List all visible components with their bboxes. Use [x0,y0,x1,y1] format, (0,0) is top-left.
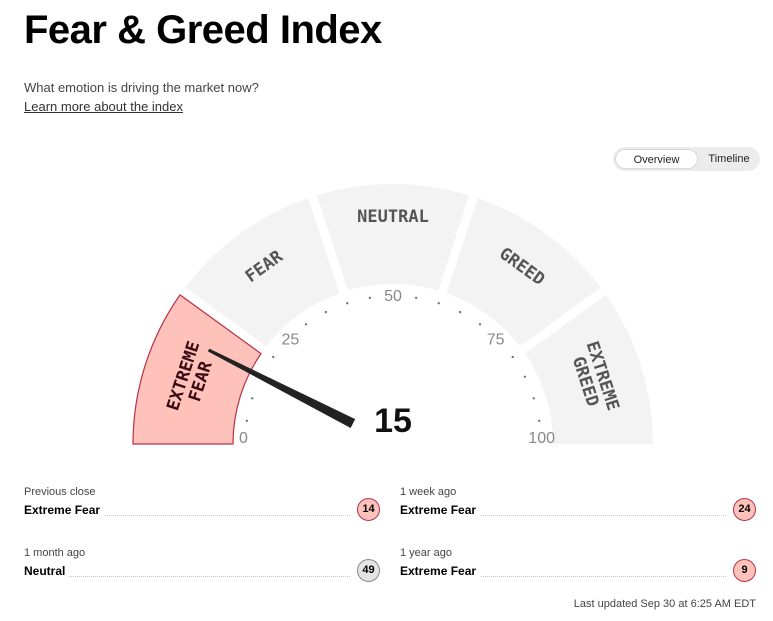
gauge-hub [340,391,446,470]
scale-tick [346,302,349,305]
scale-tick [304,323,308,326]
scale-tick [532,397,535,400]
scale-label-75: 75 [487,331,505,348]
scale-tick [537,419,541,423]
view-toggle: Overview Timeline [613,147,760,171]
history-row-1-month-ago: 1 month ago Neutral 49 [24,547,380,582]
scale-tick [414,296,418,300]
segment-label: NEUTRAL [357,207,429,227]
dotted-leader [24,576,350,577]
history-row-previous-close: Previous close Extreme Fear 14 [24,486,380,521]
history-label: 1 year ago [400,547,452,559]
gauge-value: 15 [374,402,412,440]
history-row-1-week-ago: 1 week ago Extreme Fear 24 [400,486,756,521]
last-updated: Last updated Sep 30 at 6:25 AM EDT [573,598,756,610]
scale-tick [478,323,482,326]
score-badge: 24 [733,498,756,521]
gauge-needle [207,348,356,429]
scale-tick [272,355,275,359]
scale-tick [251,397,254,400]
history-label: 1 month ago [24,547,86,559]
scale-label-50: 50 [384,288,402,305]
dotted-leader [400,576,726,577]
scale-tick [437,302,440,305]
gauge-ticks [245,296,541,423]
history-rating: Neutral [24,564,70,578]
score-badge: 9 [733,559,756,582]
segment-extreme-fear [132,294,262,445]
scale-label-25: 25 [281,331,299,348]
scale-tick [245,419,249,423]
history-rating: Extreme Fear [24,503,105,517]
scale-tick [458,310,462,314]
segment-fear [185,198,340,347]
timeline-tab[interactable]: Timeline [708,153,750,165]
segment-extreme-greed [525,294,653,444]
scale-tick [324,310,328,314]
segment-neutral-label: NEUTRAL [357,207,429,227]
segment-neutral [316,184,470,291]
score-badge: 49 [357,559,380,582]
learn-more-link[interactable]: Learn more about the index [24,99,183,114]
scale-tick [368,296,372,300]
overview-tab[interactable]: Overview [615,149,698,169]
scale-label-0: 0 [239,430,248,447]
history-rating: Extreme Fear [400,564,481,578]
scale-label-100: 100 [528,430,555,447]
history-label: Previous close [24,486,96,498]
segment-greed [446,198,601,347]
fear-greed-gauge: EXTREMEFEARFEARNEUTRALGREEDEXTREMEGREED … [132,184,653,470]
page-title: Fear & Greed Index [24,8,382,52]
page-subtitle: What emotion is driving the market now? [24,80,259,95]
score-badge: 14 [357,498,380,521]
scale-tick [523,375,527,379]
history-label: 1 week ago [400,486,457,498]
scale-tick [511,355,514,359]
history-row-1-year-ago: 1 year ago Extreme Fear 9 [400,547,756,582]
dotted-leader [24,515,350,516]
history-rating: Extreme Fear [400,503,481,517]
dotted-leader [400,515,726,516]
